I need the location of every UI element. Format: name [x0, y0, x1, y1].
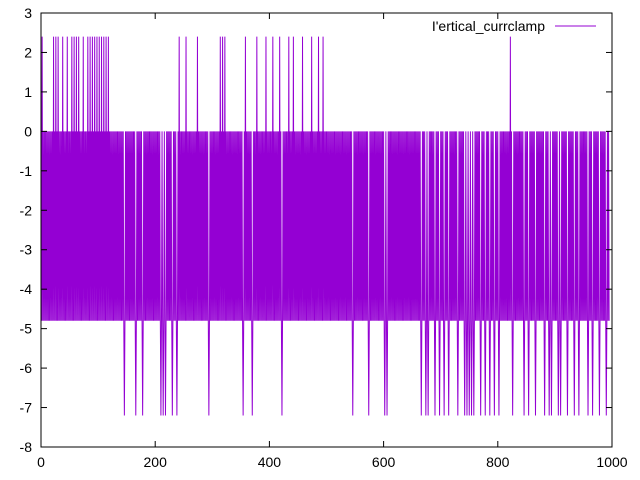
series-line [40, 36, 610, 416]
y-tick-label: -7 [20, 400, 33, 416]
y-tick-label: -5 [20, 321, 33, 337]
legend-label: I'ertical_currclamp [432, 18, 545, 34]
y-tick-label: -3 [20, 242, 33, 258]
y-tick-label: -4 [20, 281, 33, 297]
legend: I'ertical_currclamp [432, 18, 596, 34]
y-tick-label: 1 [24, 84, 32, 100]
y-tick-label: -8 [20, 439, 33, 455]
x-tick-label: 400 [258, 454, 282, 470]
x-tick-label: 600 [372, 454, 396, 470]
x-tick-label: 0 [37, 454, 45, 470]
ticks-layer: 0 200 400 600 800 1000 -8 -7 -6 -5 -4 -3 -2 -1 0 1 2 3 [20, 5, 628, 470]
y-tick-label: -2 [20, 202, 33, 218]
y-tick-label: -1 [20, 163, 33, 179]
x-tick-label: 1000 [596, 454, 627, 470]
series-layer [40, 36, 610, 416]
y-tick-label: 2 [24, 44, 32, 60]
plot-frame [40, 12, 613, 448]
y-tick-label: 0 [24, 123, 32, 139]
axes-layer [40, 12, 613, 448]
x-tick-label: 800 [486, 454, 510, 470]
y-tick-label: 3 [24, 5, 32, 21]
x-tick-label: 200 [144, 454, 168, 470]
y-tick-label: -6 [20, 360, 33, 376]
